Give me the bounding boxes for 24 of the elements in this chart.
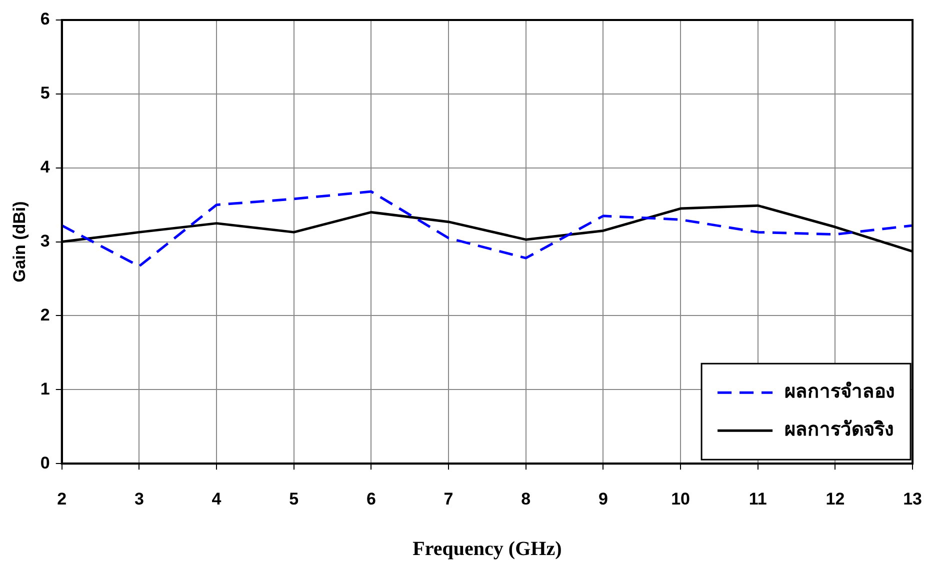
x-tick-label: 4 [212,489,222,508]
y-tick-label: 6 [40,10,50,29]
line-series [62,190,913,268]
x-tick-label: 10 [671,489,690,508]
x-tick-label: 2 [57,489,67,508]
x-tick-label: 3 [134,489,144,508]
legend-label: ผลการจำลอง [784,380,895,403]
x-axis-title: Frequency (GHz) [412,538,562,560]
x-tick-label: 13 [903,489,922,508]
y-tick-label: 4 [40,158,50,177]
x-tick-label: 12 [826,489,845,508]
y-axis-title: Gain (dBi) [10,201,29,282]
x-tick-label: 7 [444,489,454,508]
legend-label: ผลการวัดจริง [784,418,894,441]
y-tick-label: 1 [40,379,50,398]
y-tick-label: 3 [40,231,50,250]
x-tick-label: 11 [748,489,767,508]
y-tick-label: 2 [40,305,50,324]
y-tick-label: 0 [40,453,50,472]
x-tick-label: 9 [598,489,608,508]
x-tick-label: 8 [521,489,531,508]
x-tick-label: 6 [366,489,376,508]
y-tick-label: 5 [40,84,50,103]
x-tick-label: 5 [289,489,299,508]
